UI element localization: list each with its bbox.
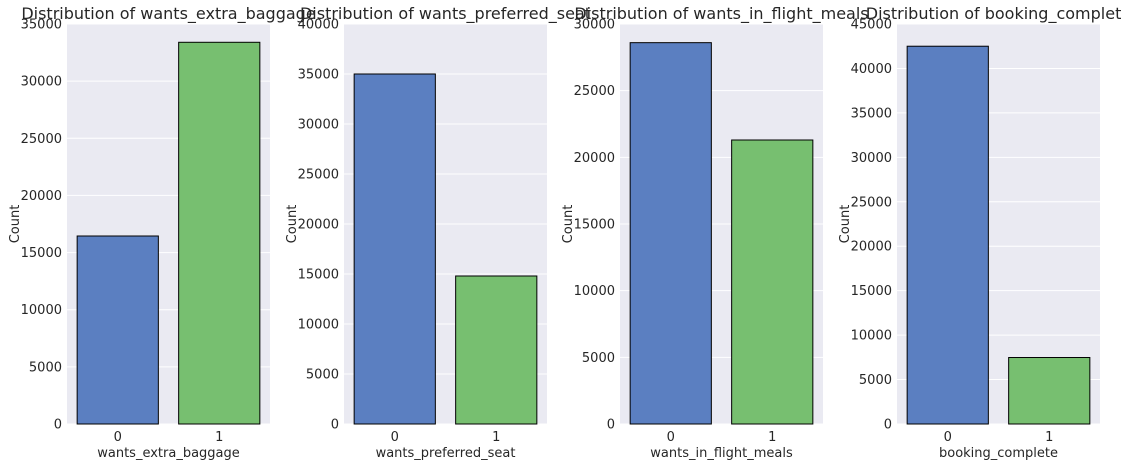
ytick-label: 40000	[851, 62, 892, 77]
ytick-label: 15000	[574, 218, 615, 233]
ytick-label: 10000	[574, 284, 615, 299]
ytick-label: 35000	[851, 106, 892, 121]
xtick-label: 0	[667, 430, 675, 445]
bar-1	[178, 41, 261, 425]
y-axis-label: Count	[8, 205, 23, 244]
ytick-label: 30000	[298, 118, 339, 133]
chart-title: Distribution of wants_in_flight_meals	[574, 4, 868, 24]
bar-1	[455, 275, 538, 425]
subplot-3: 0 5000 10000 15000 20000 25000 30000 0 1 Distribu…	[561, 4, 869, 461]
bar-0	[76, 235, 159, 425]
x-axis-label: booking_complete	[939, 446, 1058, 461]
ytick-label: 20000	[21, 189, 62, 204]
x-axis-label: wants_extra_baggage	[97, 446, 240, 461]
ytick-label: 10000	[21, 303, 62, 318]
ytick-label: 0	[884, 418, 892, 433]
xtick-label: 1	[492, 430, 500, 445]
x-axis-label: wants_preferred_seat	[376, 446, 516, 461]
ytick-label: 25000	[298, 168, 339, 183]
subplot-1: 0 5000 10000 15000 20000 25000 30000 35000 0 1 Dis…	[8, 4, 316, 461]
chart-title: Distribution of wants_extra_baggage	[21, 4, 315, 24]
ytick-label: 0	[331, 418, 339, 433]
ytick-label: 15000	[298, 268, 339, 283]
ytick-label: 20000	[851, 240, 892, 255]
ytick-label: 5000	[29, 360, 62, 375]
xtick-label: 1	[768, 430, 776, 445]
bar-1	[1008, 357, 1091, 425]
ytick-label: 25000	[21, 132, 62, 147]
xtick-label: 1	[215, 430, 223, 445]
ytick-label: 0	[54, 418, 62, 433]
ytick-label: 0	[607, 418, 615, 433]
bar-0	[353, 73, 436, 425]
bar-0	[906, 45, 989, 425]
y-axis-label: Count	[561, 205, 576, 244]
ytick-label: 45000	[851, 18, 892, 33]
subplot-2: 0 5000 10000 15000 20000 25000 30000 35000 40000…	[285, 4, 591, 461]
ytick-label: 15000	[21, 246, 62, 261]
ytick-label: 30000	[851, 151, 892, 166]
y-axis-label: Count	[838, 205, 853, 244]
ytick-label: 40000	[298, 18, 339, 33]
ytick-label: 10000	[851, 329, 892, 344]
ytick-label: 30000	[574, 18, 615, 33]
ytick-label: 20000	[298, 218, 339, 233]
xtick-label: 1	[1045, 430, 1053, 445]
bar-1	[731, 139, 814, 425]
ytick-label: 5000	[306, 368, 339, 383]
ytick-label: 20000	[574, 151, 615, 166]
ytick-label: 30000	[21, 75, 62, 90]
bar-0	[629, 42, 712, 425]
ytick-label: 5000	[859, 373, 892, 388]
xtick-label: 0	[114, 430, 122, 445]
subplot-4: 0 5000 10000 15000 20000 25000 30000 35000 40000…	[838, 4, 1121, 461]
ytick-label: 15000	[851, 284, 892, 299]
y-axis-label: Count	[285, 205, 300, 244]
chart-title: Distribution of wants_preferred_seat	[300, 4, 591, 24]
ytick-label: 25000	[851, 195, 892, 210]
ytick-label: 35000	[21, 18, 62, 33]
x-axis-label: wants_in_flight_meals	[650, 446, 793, 461]
ytick-label: 25000	[574, 84, 615, 99]
ytick-label: 10000	[298, 318, 339, 333]
ytick-label: 35000	[298, 68, 339, 83]
ytick-label: 5000	[582, 351, 615, 366]
xtick-label: 0	[944, 430, 952, 445]
chart-title: Distribution of booking_complete	[866, 4, 1121, 24]
xtick-label: 0	[391, 430, 399, 445]
